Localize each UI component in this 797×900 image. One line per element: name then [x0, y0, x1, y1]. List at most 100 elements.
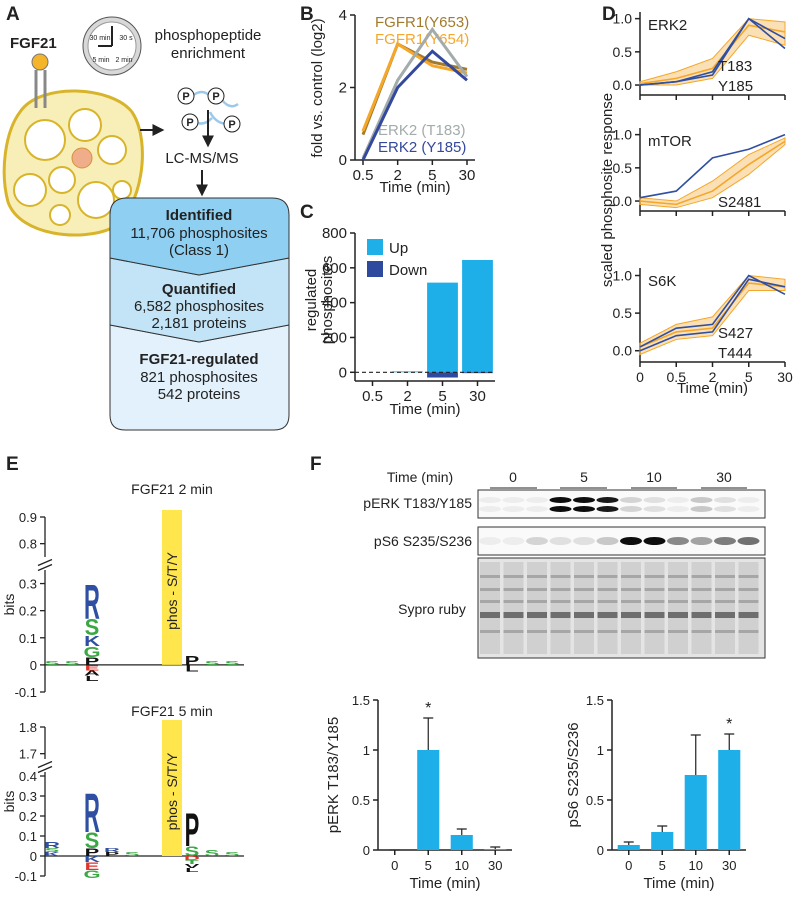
blot-band	[643, 537, 666, 545]
logo-letter: R	[104, 847, 120, 853]
x-tick-label: 2	[403, 388, 411, 405]
blot-lane	[738, 562, 759, 654]
panel-label: E	[6, 454, 19, 475]
blot-band	[620, 506, 642, 512]
y-tick-label: 1	[597, 743, 604, 758]
highlight-label: phos - S/T/Y	[164, 752, 180, 830]
y-tick-label: 0.5	[613, 305, 633, 321]
y-tick-label: 600	[322, 260, 347, 277]
blot-lane	[715, 562, 735, 654]
blot-band	[621, 575, 641, 578]
x-tick-label: 5	[745, 369, 753, 385]
y-tick-label: 200	[322, 329, 347, 346]
site-label: S427	[718, 325, 753, 342]
funnel-line: 11,706 phosphosites	[130, 225, 267, 242]
blot-band	[574, 612, 594, 618]
x-tick-label: 30	[777, 369, 793, 385]
y-axis-label: scaled phosphosite response	[599, 93, 616, 287]
blot-time: 10	[646, 469, 662, 485]
logo-letter: G	[83, 868, 100, 881]
error-bar	[657, 825, 668, 832]
blot-band	[667, 506, 689, 512]
logo-title: FGF21 2 min	[131, 481, 213, 497]
blot-band	[502, 537, 525, 545]
logo-letter: T	[185, 859, 199, 865]
line	[361, 49, 468, 161]
bar	[427, 282, 458, 373]
logo-letter: K	[84, 633, 100, 650]
x-tick-label: 0	[391, 858, 398, 873]
funnel-line: 6,582 phosphosites	[134, 298, 264, 315]
logo-letter: K	[44, 851, 60, 857]
logo-letter: S	[125, 851, 140, 857]
blot-band	[644, 600, 665, 603]
blot-band	[668, 575, 688, 578]
blot-band	[479, 537, 501, 545]
blot-band	[502, 497, 525, 503]
y-tick-label: 0.4	[19, 769, 37, 784]
y-tick-label: 1.0	[613, 268, 633, 284]
line	[361, 26, 469, 159]
error-bar	[724, 733, 735, 750]
blot-band	[715, 630, 735, 633]
x-axis-label: Time (min)	[677, 380, 748, 397]
logo-letter: V	[185, 863, 200, 869]
blot-lane	[503, 562, 524, 654]
legend-swatch	[367, 239, 383, 255]
legend-label: Down	[389, 262, 427, 279]
blot-band	[737, 497, 760, 503]
peptide	[191, 90, 239, 126]
funnel-stage	[109, 197, 290, 276]
logo-letter: P	[85, 846, 100, 859]
blot-band	[596, 497, 619, 503]
y-tick-label: 1.5	[586, 693, 604, 708]
x-tick-label: 0.5	[353, 167, 374, 184]
blot-lane	[574, 562, 594, 654]
blot-time: 30	[716, 469, 732, 485]
funnel-line: 542 proteins	[158, 386, 241, 403]
panel-label: B	[300, 4, 314, 25]
logo-letter: R	[44, 840, 60, 850]
band	[639, 18, 786, 86]
blot-band	[644, 612, 665, 618]
blot-band	[597, 575, 618, 578]
blot-band	[550, 630, 571, 633]
x-tick-label: 30	[469, 388, 486, 405]
x-axis-label: Time (min)	[389, 401, 460, 418]
phospho-label: P	[186, 117, 193, 129]
logo-letter: D	[184, 855, 200, 861]
x-tick-label: 0.5	[362, 388, 383, 405]
x-tick-label: 2	[709, 369, 717, 385]
error-bar	[690, 734, 701, 775]
blot-band	[737, 537, 760, 545]
blot-band	[668, 612, 688, 618]
blot-band	[597, 630, 618, 633]
western-blot: Time (min) 0 5 10 30 pERK T183/Y185 pS6 …	[363, 469, 766, 659]
y-tick-label: 0.3	[19, 789, 37, 804]
highlight-label: phos - S/T/Y	[164, 551, 180, 629]
logo-letter: S	[225, 851, 240, 857]
blot-lane	[597, 562, 618, 654]
logo-letter: K	[84, 854, 100, 864]
blot-band	[643, 497, 666, 503]
y-tick-label: 0.5	[613, 160, 633, 176]
phospho-label: P	[228, 119, 235, 131]
y-tick-label: -0.1	[15, 869, 37, 884]
funnel-title: Quantified	[162, 281, 236, 298]
clock-label: 5 min	[92, 57, 109, 64]
blot-band	[526, 537, 548, 545]
blot-band	[549, 497, 572, 503]
blot-band	[738, 600, 759, 603]
y-tick-label: 0.3	[19, 577, 37, 592]
blot-band	[643, 506, 666, 512]
blot-band	[621, 588, 641, 591]
panel-label: F	[310, 454, 322, 475]
y-tick-label: 2	[339, 80, 347, 97]
blot-band	[574, 575, 594, 578]
y-tick-label: 0.8	[19, 537, 37, 552]
blot-lane	[621, 562, 641, 654]
y-axis-label: bits	[1, 791, 17, 813]
logo-letter: S	[45, 660, 60, 666]
y-axis-label: pS6 S235/S236	[565, 722, 582, 827]
blot-band	[714, 506, 736, 512]
